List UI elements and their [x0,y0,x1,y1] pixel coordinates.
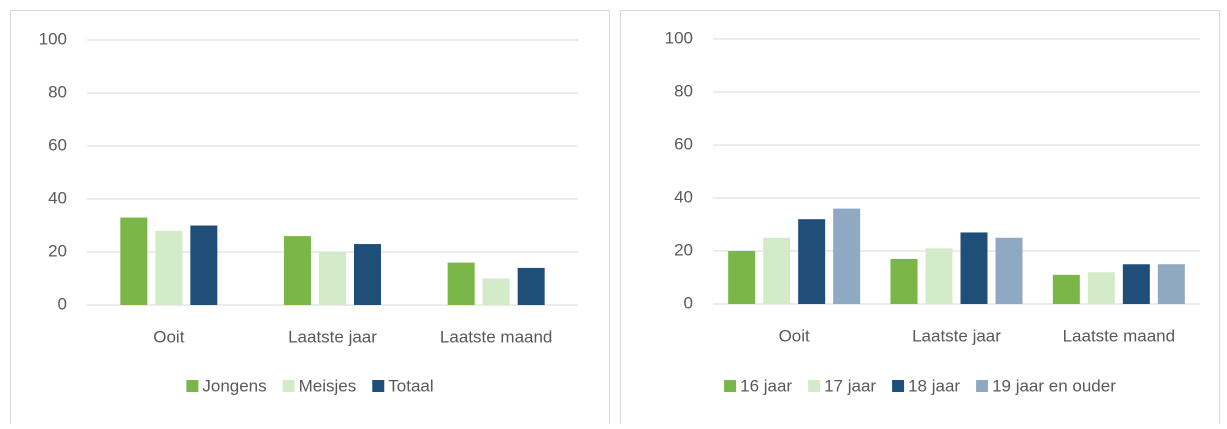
bar [447,262,475,305]
bar [1122,264,1150,304]
bar [728,251,756,304]
y-tick-label: 20 [674,240,693,259]
legend-swatch [976,380,989,392]
x-tick-label: Ooit [779,326,810,345]
x-tick-label: Laatste jaar [288,327,377,346]
legend-label: 19 jaar en ouder [992,376,1116,395]
bar [763,237,791,304]
bar [284,236,311,305]
bar [190,225,218,305]
legend-swatch [892,380,905,392]
x-tick-label: Laatste jaar [912,326,1001,345]
bar [960,232,988,304]
bar [1052,274,1080,304]
legend-swatch [808,380,821,392]
bar [155,230,183,305]
legend-label: Totaal [388,376,433,395]
legend-label: 16 jaar [740,376,792,395]
panel-border [620,10,1220,429]
bar [482,278,510,305]
chart-panel: 0 20 40 60 80 100 Ooit Laatste jaar Laatste maan… [10,10,610,429]
y-tick-label: 40 [674,187,693,206]
y-tick-label: 100 [665,28,693,47]
bar [354,244,381,305]
bar [890,258,918,304]
bar [833,208,861,304]
panel-border [10,10,610,429]
bar [1157,264,1185,304]
legend-label: 18 jaar [908,376,960,395]
y-tick-label: 40 [48,188,67,207]
bar [120,217,148,305]
y-tick-label: 80 [674,81,693,100]
legend-swatch [186,380,199,392]
legend-label: Jongens [202,376,266,395]
legend-swatch [372,380,385,392]
bar [319,252,346,305]
legend-swatch [282,380,295,392]
y-tick-label: 60 [48,135,67,154]
y-tick-label: 0 [58,294,67,313]
legend-swatch [724,380,737,392]
y-tick-label: 80 [48,82,67,101]
x-tick-label: Ooit [153,327,184,346]
x-tick-label: Laatste maand [440,327,552,346]
chart-panel: 0 20 40 60 80 100 Ooit Laatste jaar Laatste maan… [620,10,1220,429]
y-tick-label: 20 [48,241,67,260]
y-tick-label: 0 [684,293,693,312]
y-tick-label: 100 [39,29,67,48]
legend-label: 17 jaar [824,376,876,395]
bar [925,248,953,304]
y-tick-label: 60 [674,134,693,153]
bar [995,237,1023,304]
bar [798,219,826,304]
legend-label: Meisjes [299,376,357,395]
bar [1087,272,1115,304]
x-tick-label: Laatste maand [1063,326,1175,345]
bar [517,267,545,305]
